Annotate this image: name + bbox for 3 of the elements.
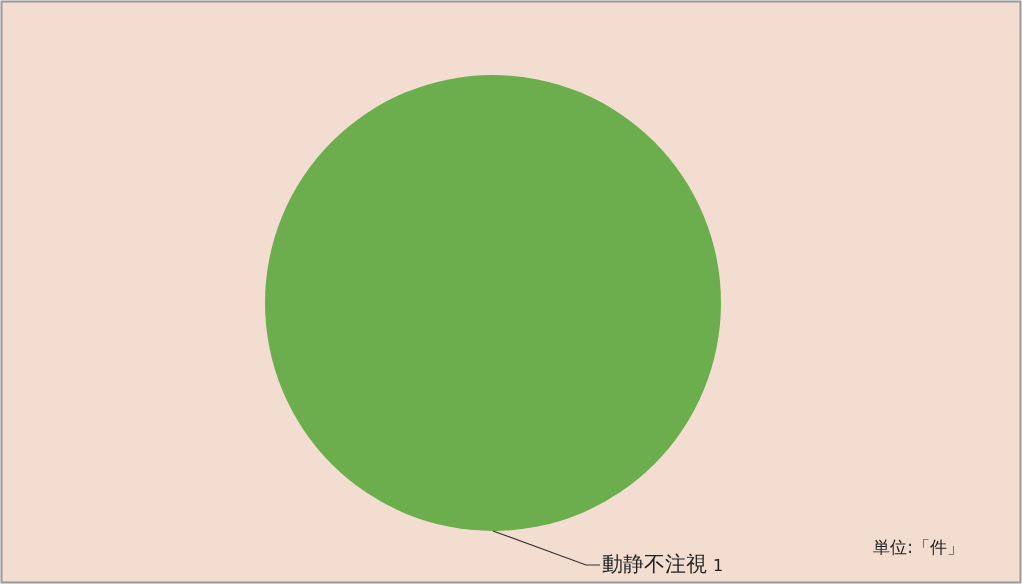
slice-label: 動静不注視: [602, 552, 707, 576]
text: 単位:「件」: [873, 537, 964, 557]
data-label: 1: [713, 556, 724, 575]
